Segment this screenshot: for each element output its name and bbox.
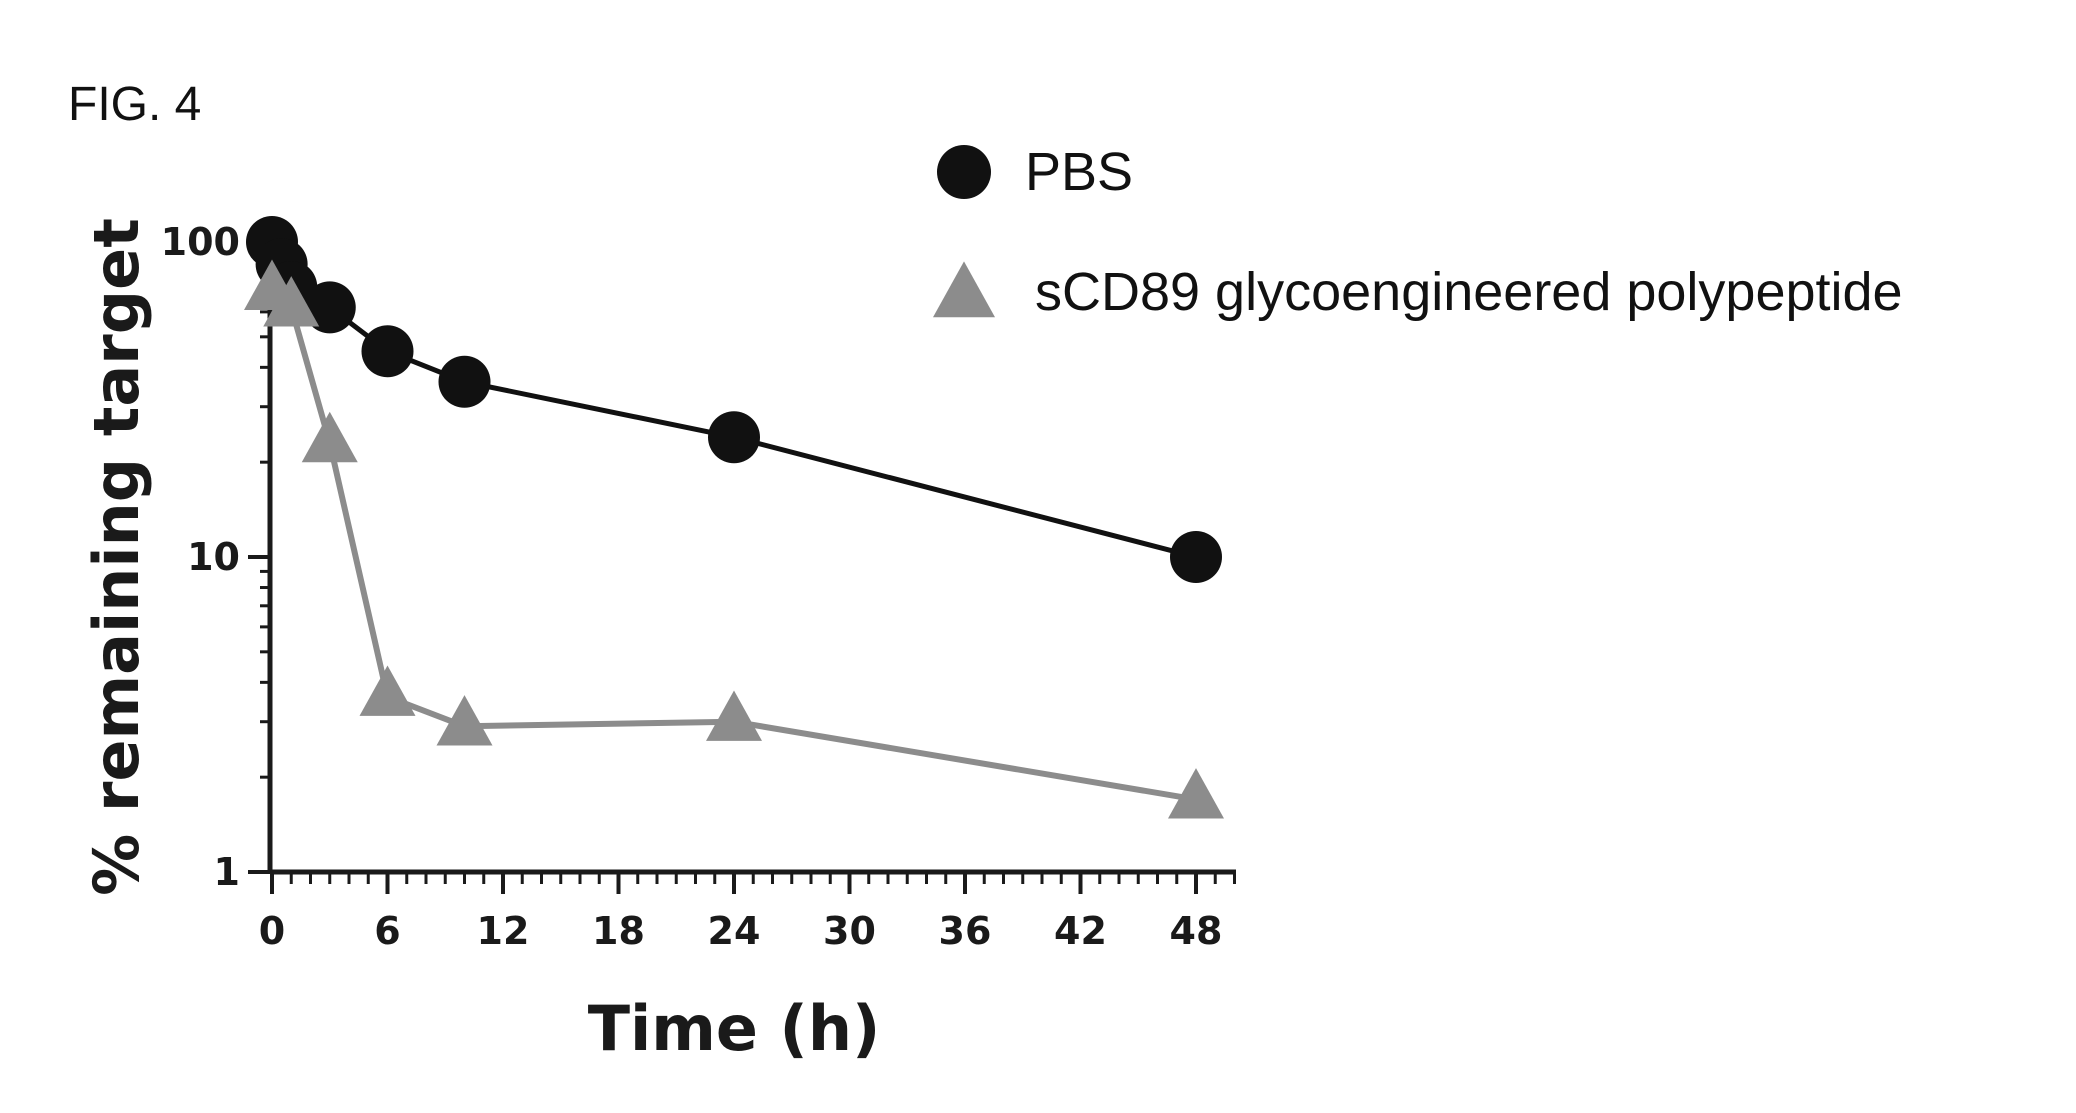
data-point-triangle [436, 695, 493, 746]
data-point-triangle [359, 665, 416, 716]
legend-marker-circle [937, 145, 991, 199]
data-point-circle [361, 325, 414, 378]
x-tick-label: 12 [477, 909, 530, 953]
data-point-triangle [263, 276, 320, 327]
x-tick-label: 36 [939, 909, 992, 953]
data-point-triangle [706, 690, 762, 741]
data-point-triangle [1168, 768, 1224, 819]
x-axis-title: Time (h) [588, 992, 881, 1065]
data-point-circle [708, 411, 760, 464]
x-tick-label: 6 [374, 909, 400, 953]
y-tick-label: 10 [187, 535, 240, 579]
series-scd89 [244, 259, 1224, 819]
x-tick-label: 0 [259, 909, 285, 953]
x-tick-label: 48 [1170, 909, 1223, 953]
y-tick-label: 1 [214, 850, 240, 894]
minor-ticks [260, 254, 1236, 884]
x-tick-label: 18 [592, 909, 645, 953]
legend-label: PBS [1025, 142, 1133, 202]
data-point-circle [1170, 531, 1222, 583]
legend: PBS sCD89 glycoengineered polypeptide [933, 142, 1903, 322]
plot-area: 0 6 12 18 24 30 36 42 48 1 10 100 [161, 216, 1236, 953]
y-ticks: 1 10 100 [161, 220, 270, 894]
data-point-triangle [301, 411, 358, 463]
figure-label: FIG. 4 [68, 78, 201, 131]
series-layer [244, 216, 1224, 819]
data-point-circle [438, 355, 491, 408]
legend-label: sCD89 glycoengineered polypeptide [1035, 262, 1903, 322]
data-point-circle [303, 281, 356, 334]
x-tick-label: 30 [823, 909, 876, 953]
x-ticks: 0 6 12 18 24 30 36 42 48 [259, 872, 1223, 953]
legend-marker-triangle [933, 261, 995, 318]
y-tick-label: 100 [161, 220, 240, 264]
x-tick-label: 42 [1054, 909, 1107, 953]
y-axis-title: % remaining target [80, 218, 153, 896]
x-tick-label: 24 [708, 909, 761, 953]
